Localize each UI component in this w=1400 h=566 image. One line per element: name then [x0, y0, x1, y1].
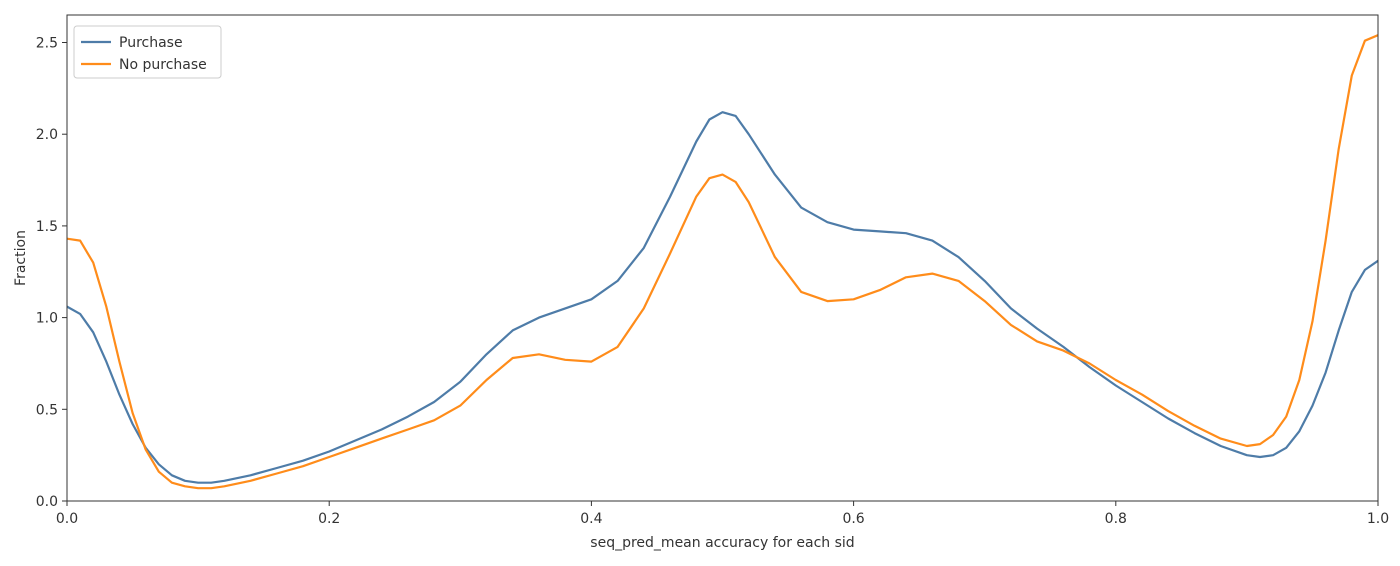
series-line-0 — [67, 111, 1378, 484]
y-tick-label: 0.5 — [36, 402, 58, 418]
x-axis-label: seq_pred_mean accuracy for each sid — [590, 535, 854, 551]
series-lines — [67, 34, 1378, 490]
y-tick-label: 2.5 — [36, 36, 58, 52]
x-tick-label: 0.0 — [56, 511, 78, 527]
y-axis-label: Fraction — [13, 230, 29, 286]
y-tick-label: 0.0 — [36, 494, 58, 510]
legend: Purchase No purchase — [73, 25, 222, 79]
series-line-1 — [67, 34, 1378, 490]
legend-label-0: Purchase — [119, 35, 183, 51]
legend-label-1: No purchase — [119, 57, 207, 73]
y-tick-label: 1.0 — [36, 311, 58, 327]
x-tick-label: 0.4 — [580, 511, 602, 527]
y-tick-label: 1.5 — [36, 219, 58, 235]
x-tick-label: 0.2 — [318, 511, 340, 527]
x-tick-label: 0.6 — [842, 511, 864, 527]
x-tick-label: 0.8 — [1105, 511, 1127, 527]
plot-frame — [66, 14, 1379, 502]
y-tick-label: 2.0 — [36, 127, 58, 143]
x-axis-ticks: 0.0 0.2 0.4 0.6 0.8 1.0 — [56, 501, 1389, 527]
x-tick-label: 1.0 — [1367, 511, 1389, 527]
y-axis-ticks: 0.0 0.5 1.0 1.5 2.0 2.5 — [36, 36, 67, 510]
